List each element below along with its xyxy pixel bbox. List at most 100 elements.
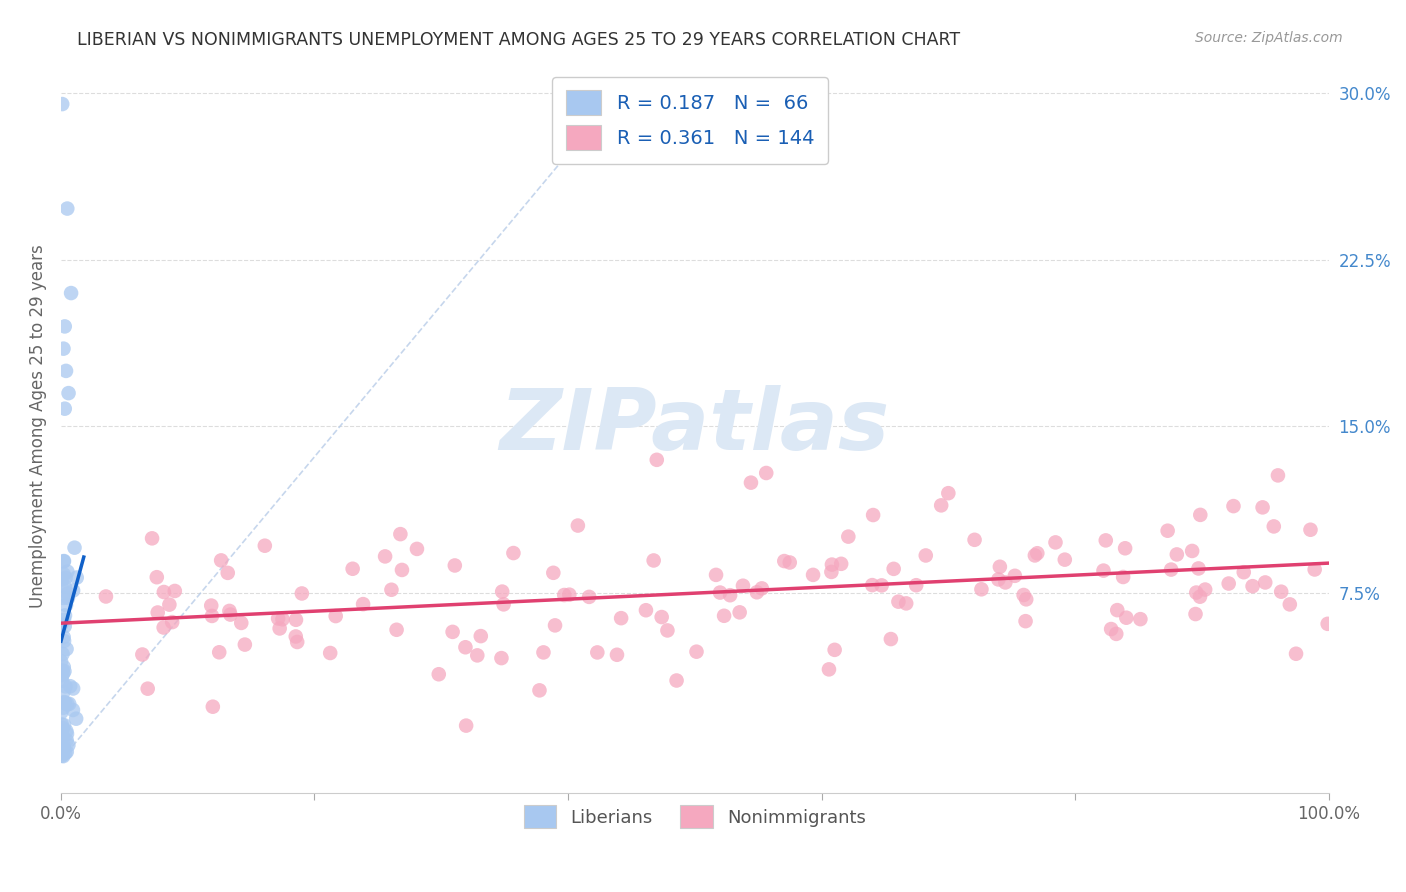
Point [62, 681, 84, 696]
Point [1024, 549, 1046, 563]
Point [713, 608, 735, 623]
Y-axis label: Unemployment Among Ages 25 to 29 years: Unemployment Among Ages 25 to 29 years [30, 244, 46, 608]
Point [55, 733, 77, 747]
Point [709, 585, 731, 599]
Point [1014, 614, 1036, 628]
Point [1267, 468, 1289, 483]
Point [56, 727, 79, 741]
Point [905, 578, 928, 592]
Point [1012, 588, 1035, 602]
Point [1194, 582, 1216, 597]
Point [454, 640, 477, 655]
Point [209, 553, 232, 567]
Point [406, 541, 429, 556]
Point [634, 603, 657, 617]
Point [55, 642, 77, 657]
Point [1189, 508, 1212, 522]
Point [824, 643, 846, 657]
Point [52, 666, 75, 681]
Point [49, 578, 72, 592]
Point [1166, 548, 1188, 562]
Point [914, 549, 936, 563]
Point [51, 744, 73, 758]
Point [53, 319, 76, 334]
Point [52, 660, 75, 674]
Point [529, 683, 551, 698]
Point [131, 648, 153, 662]
Point [896, 596, 918, 610]
Point [988, 559, 1011, 574]
Point [1188, 590, 1211, 604]
Point [1185, 585, 1208, 599]
Point [1303, 562, 1326, 576]
Point [1045, 535, 1067, 549]
Point [427, 667, 450, 681]
Point [385, 623, 408, 637]
Point [53, 608, 76, 623]
Point [285, 635, 308, 649]
Point [271, 612, 294, 626]
Point [53, 401, 76, 416]
Point [1094, 533, 1116, 548]
Point [491, 651, 513, 665]
Text: ZIPatlas: ZIPatlas [499, 385, 890, 468]
Point [704, 567, 727, 582]
Point [1004, 569, 1026, 583]
Point [1285, 647, 1308, 661]
Point [284, 630, 307, 644]
Point [58, 386, 80, 401]
Point [1114, 541, 1136, 556]
Point [253, 539, 276, 553]
Point [49, 654, 72, 668]
Point [59, 679, 82, 693]
Point [51, 97, 73, 112]
Point [883, 562, 905, 576]
Point [51, 706, 73, 720]
Point [342, 562, 364, 576]
Point [1107, 603, 1129, 617]
Point [567, 518, 589, 533]
Point [56, 202, 79, 216]
Point [1316, 616, 1339, 631]
Point [755, 466, 778, 480]
Point [553, 588, 575, 602]
Point [1270, 584, 1292, 599]
Point [994, 575, 1017, 590]
Point [963, 533, 986, 547]
Point [1184, 607, 1206, 621]
Point [936, 486, 959, 500]
Point [53, 579, 76, 593]
Point [352, 597, 374, 611]
Point [291, 586, 314, 600]
Point [1241, 579, 1264, 593]
Point [1263, 519, 1285, 533]
Point [62, 703, 84, 717]
Point [492, 598, 515, 612]
Point [53, 634, 76, 648]
Point [56, 591, 79, 605]
Point [1160, 563, 1182, 577]
Point [319, 646, 342, 660]
Point [146, 570, 169, 584]
Point [285, 613, 308, 627]
Point [53, 695, 76, 709]
Point [52, 737, 75, 751]
Point [53, 665, 76, 679]
Point [818, 662, 841, 676]
Point [1112, 570, 1135, 584]
Point [456, 718, 478, 732]
Point [1254, 575, 1277, 590]
Point [389, 527, 412, 541]
Point [51, 746, 73, 760]
Point [55, 679, 77, 693]
Point [1181, 544, 1204, 558]
Point [1026, 546, 1049, 560]
Point [52, 554, 75, 568]
Point [58, 738, 80, 752]
Point [53, 742, 76, 756]
Point [543, 566, 565, 580]
Point [62, 583, 84, 598]
Point [465, 648, 488, 663]
Point [55, 724, 77, 739]
Point [830, 557, 852, 571]
